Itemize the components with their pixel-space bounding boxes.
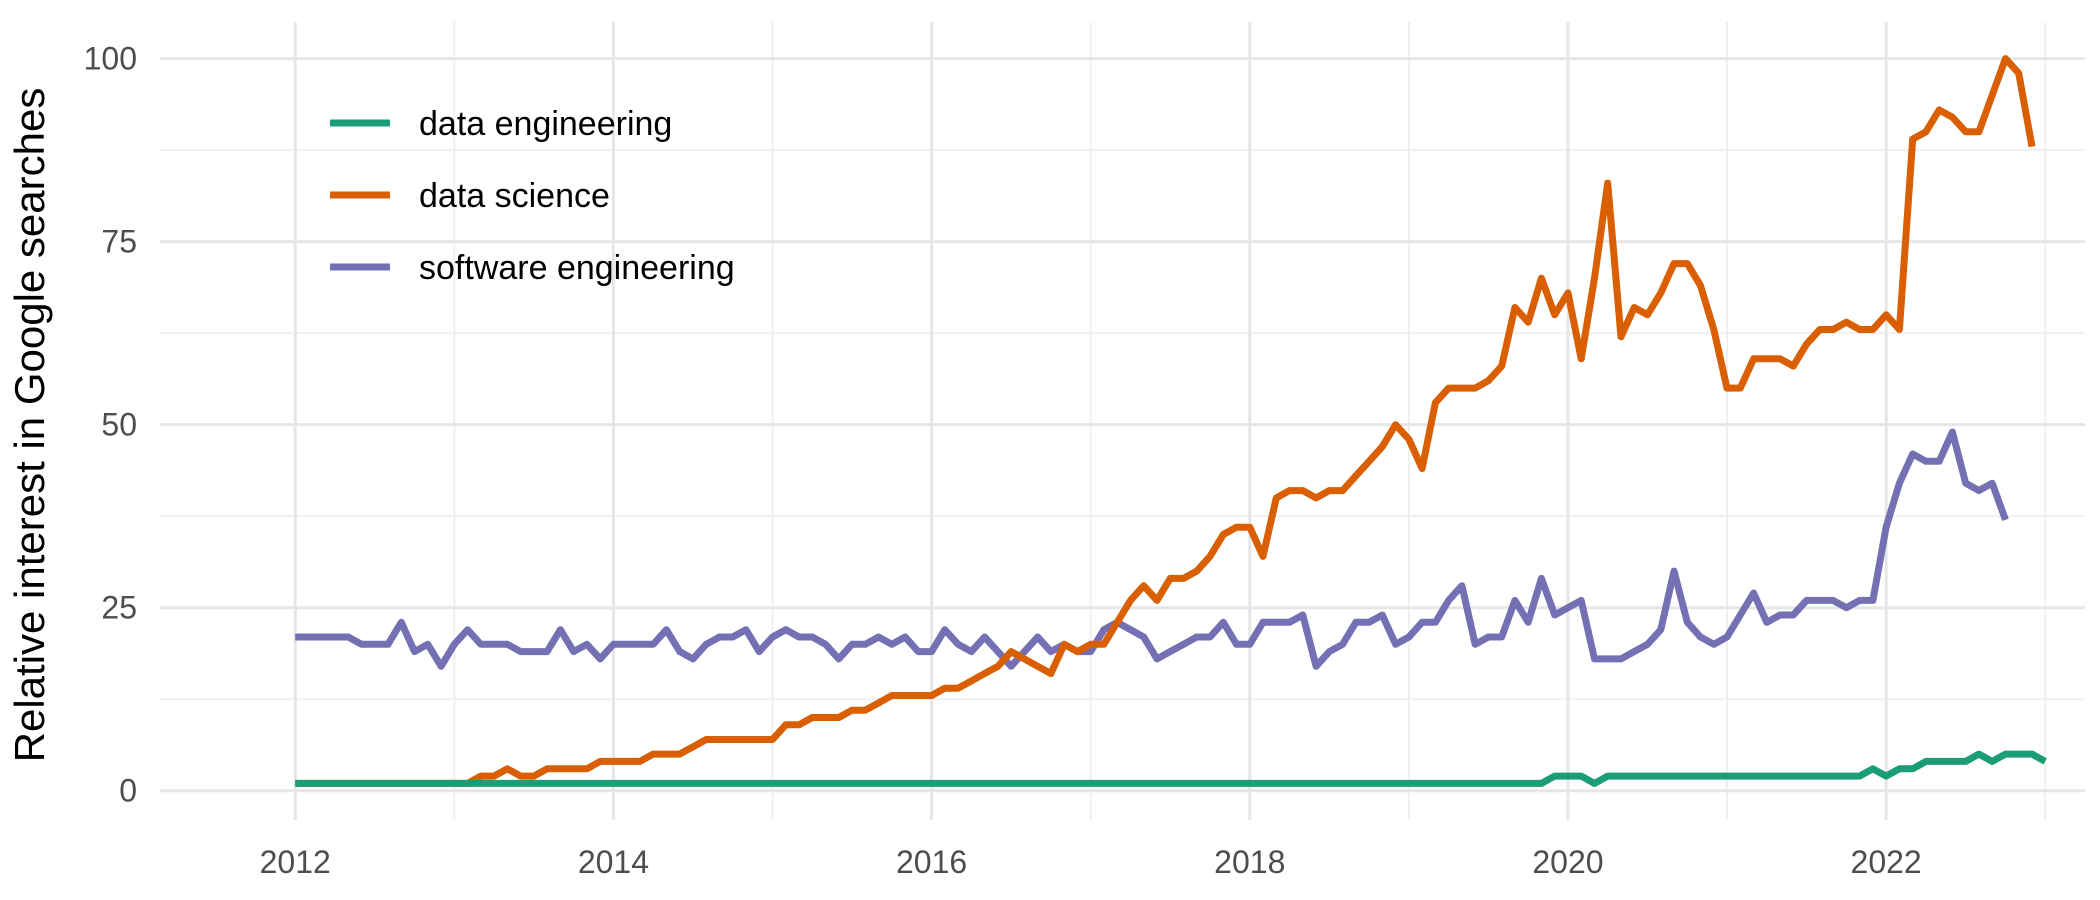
y-axis-title: Relative interest in Google searches [6,88,53,763]
x-tick-label: 2020 [1532,844,1603,880]
legend-label: data science [419,177,610,215]
y-tick-label: 0 [119,773,137,809]
x-tick-label: 2016 [896,844,967,880]
series-line-data-science [295,55,2036,787]
y-tick-label: 25 [101,590,137,626]
x-tick-label: 2018 [1214,844,1285,880]
series-lines [295,55,2047,787]
x-tick-label: 2012 [260,844,331,880]
y-axis-ticks: 0 25 50 75 100 [84,41,137,809]
legend-label: software engineering [419,249,735,287]
legend-label: data engineering [419,105,672,143]
y-tick-label: 100 [84,41,137,77]
y-tick-label: 50 [101,407,137,443]
legend: data engineering data science software eng… [330,105,735,287]
series-line-data-engineering [295,750,2047,787]
y-tick-label: 75 [101,224,137,260]
x-tick-label: 2014 [578,844,649,880]
series-line-software-engineering [295,428,2009,670]
x-tick-label: 2022 [1851,844,1922,880]
x-axis-ticks: 2012 2014 2016 2018 2020 2022 [260,844,1922,880]
